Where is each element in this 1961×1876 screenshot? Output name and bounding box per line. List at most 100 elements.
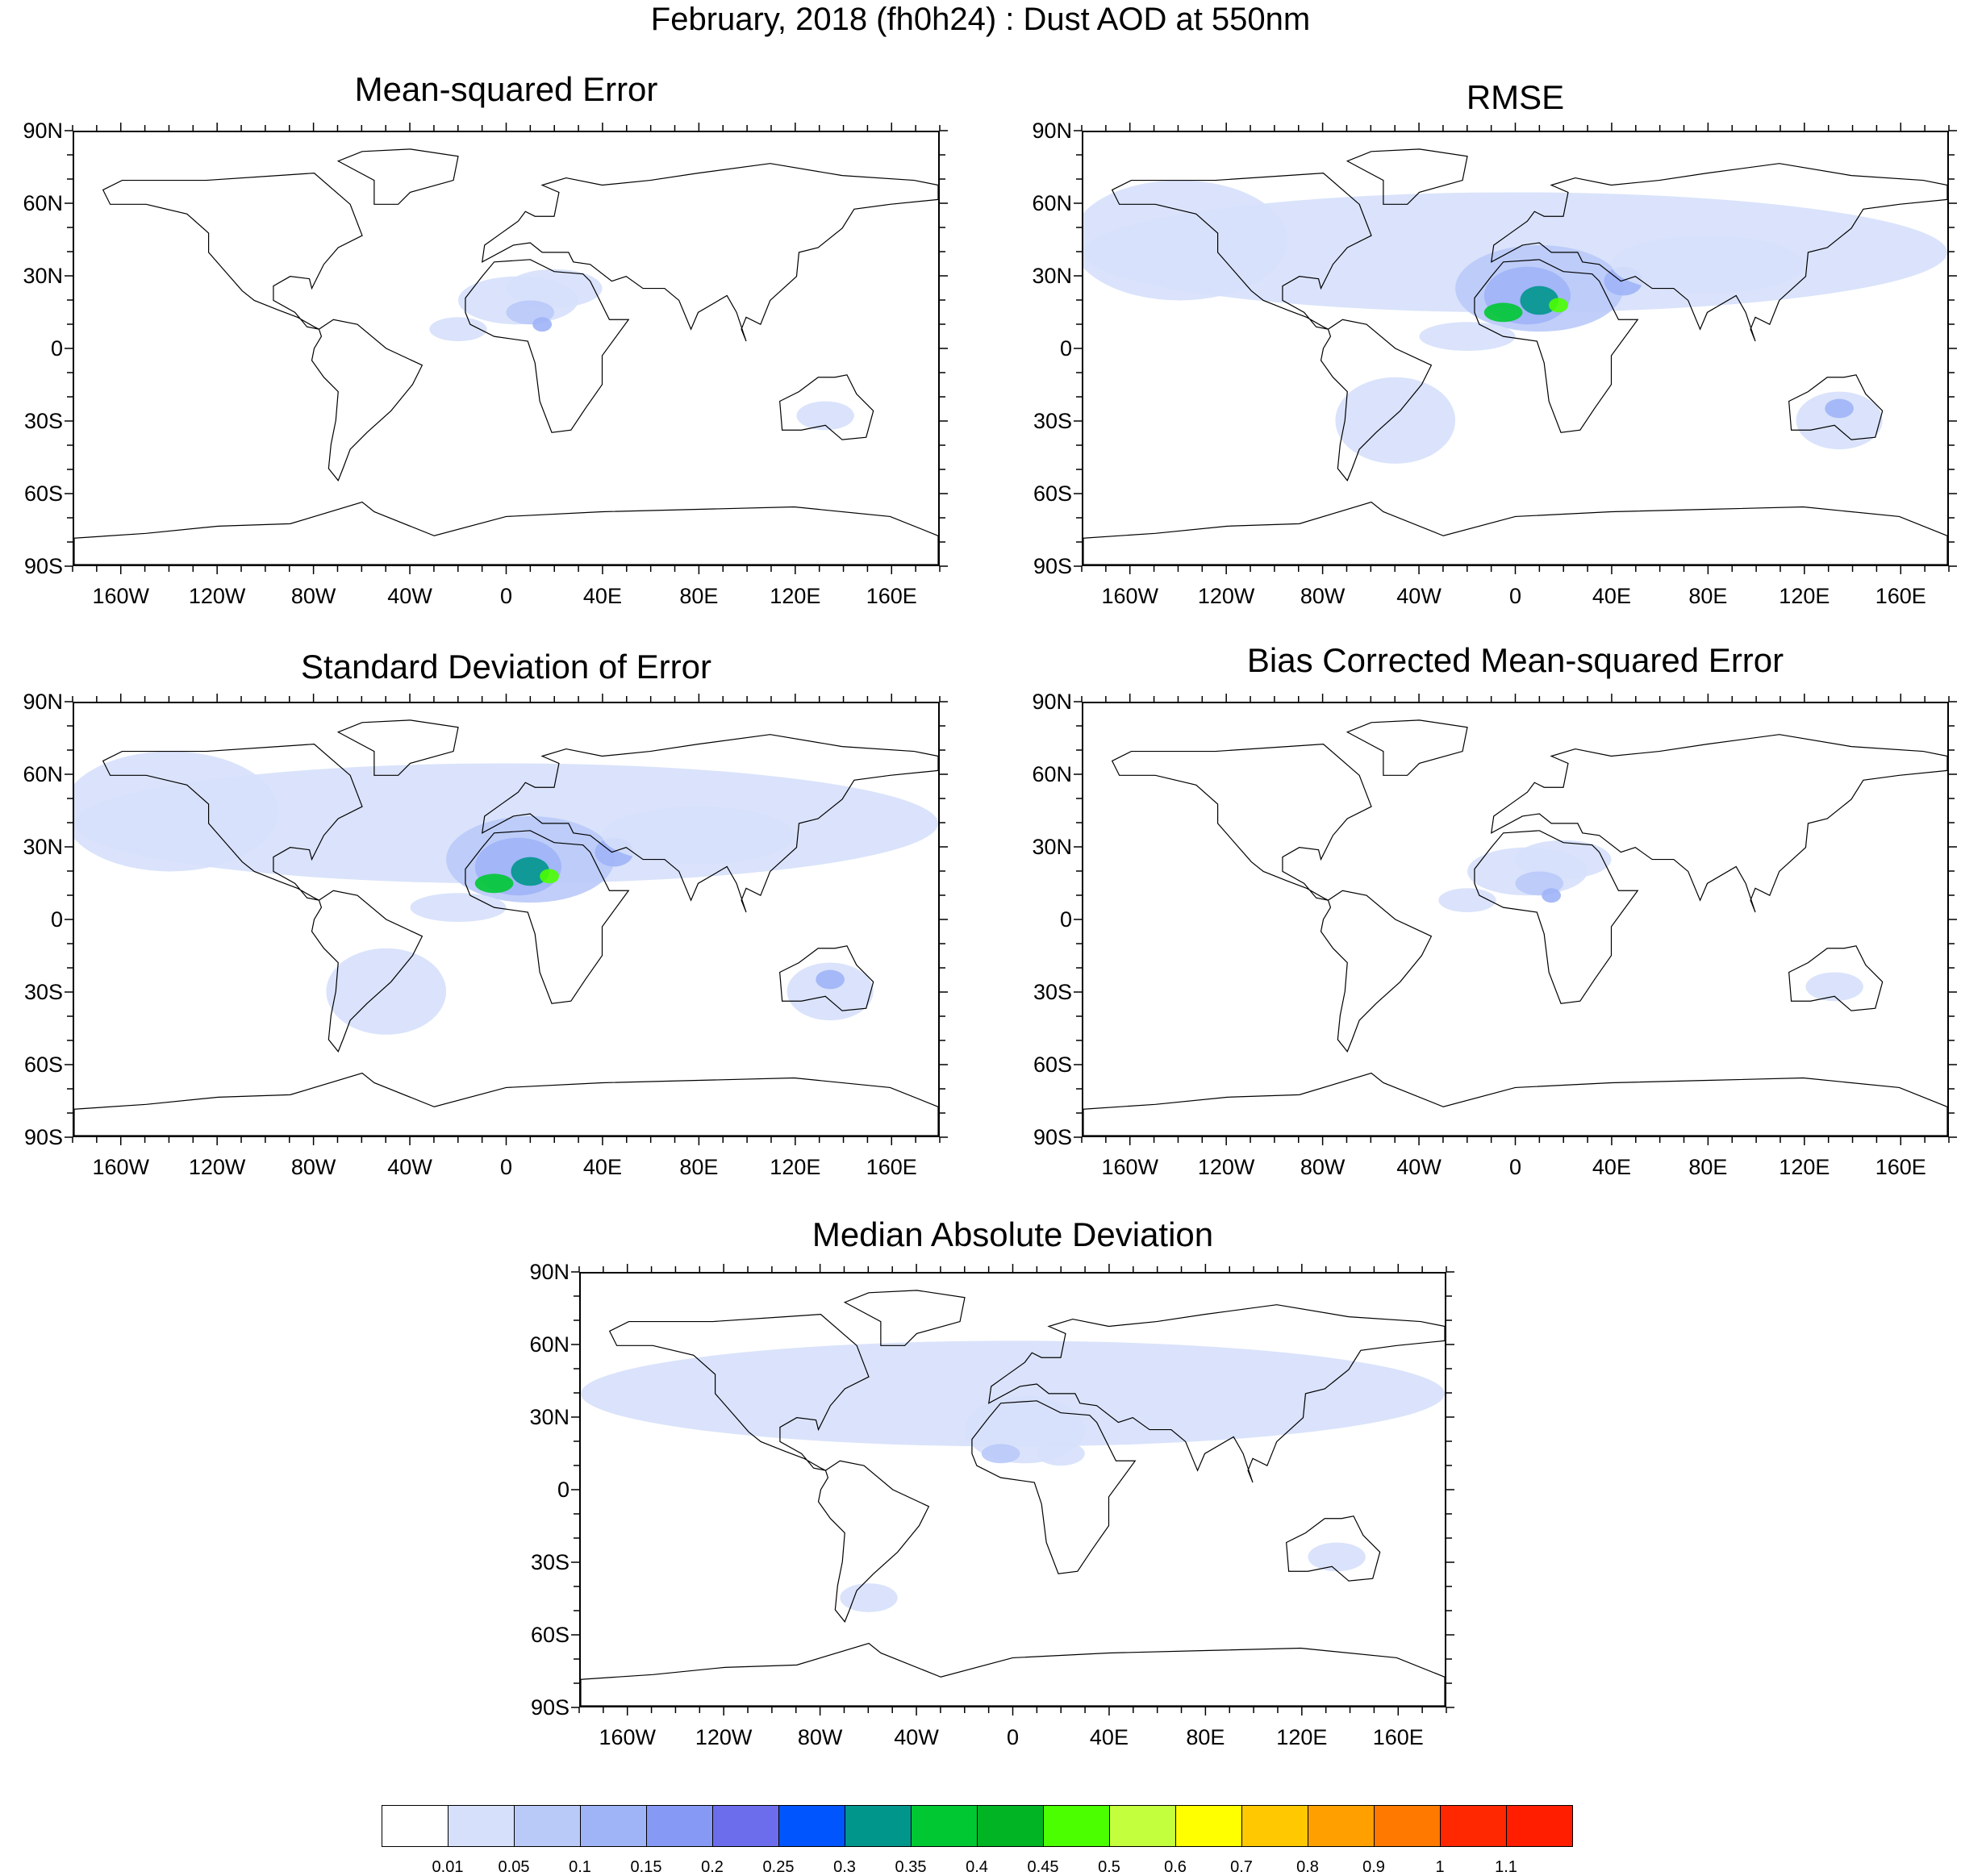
coastline-eurasia [1490, 734, 1947, 913]
dust-field [1515, 840, 1612, 879]
dust-field [1825, 398, 1854, 419]
dust-field [540, 869, 559, 884]
colorbar-swatch [1308, 1805, 1375, 1847]
lon-tick-label: 80E [679, 1155, 719, 1179]
lon-tick-label: 80W [290, 1155, 336, 1179]
lat-tick-label: 30N [1032, 264, 1072, 288]
map-canvas [74, 148, 938, 565]
lon-tick-label: 80E [1186, 1725, 1225, 1749]
coastline-africa [971, 1400, 1137, 1574]
lon-tick-label: 120E [770, 1155, 821, 1179]
lat-tick-label: 0 [1059, 907, 1072, 932]
axis-ticks [65, 694, 948, 1145]
lat-tick-label: 60S [1033, 1053, 1072, 1077]
lon-tick-label: 160W [1101, 1155, 1158, 1179]
lon-tick-label: 160E [1875, 1155, 1926, 1179]
lon-tick-label: 40E [1592, 584, 1631, 608]
lon-tick-label: 0 [499, 584, 513, 608]
colorbar-label: 0.2 [701, 1858, 724, 1876]
lat-tick-label: 90S [1033, 554, 1072, 578]
lon-tick-label: 160E [866, 1155, 917, 1179]
colorbar-label: 0.8 [1296, 1858, 1319, 1876]
lon-tick-label: 160W [92, 584, 149, 608]
lon-tick-label: 80W [1300, 584, 1346, 608]
colorbar-swatch [977, 1805, 1044, 1847]
lat-tick-label: 0 [50, 907, 63, 932]
world-map [1082, 131, 1949, 566]
colorbar-swatch [845, 1805, 912, 1847]
colorbar-label: 0.5 [1098, 1858, 1120, 1876]
coastline-australia [779, 945, 874, 1011]
coastline-northAmerica [102, 744, 363, 901]
dust-field [474, 873, 514, 894]
panel-title: Standard Deviation of Error [301, 648, 711, 686]
coastline-eurasia [1490, 163, 1947, 342]
lat-tick-label: 90N [1032, 690, 1072, 714]
lon-tick-label: 0 [1508, 1155, 1522, 1179]
coastline-southAmerica [311, 890, 423, 1053]
lat-tick-label: 90N [23, 119, 63, 143]
dust-field [429, 317, 487, 342]
dust-field [1308, 1542, 1366, 1572]
lat-tick-label: 30N [23, 835, 63, 859]
panel-title: Mean-squared Error [354, 70, 658, 108]
coastline-northAmerica [102, 173, 363, 330]
panel-title: Bias Corrected Mean-squared Error [1246, 641, 1784, 679]
lon-tick-label: 40E [1592, 1155, 1631, 1179]
colorbar-swatch [1374, 1805, 1441, 1847]
coastline-greenland [336, 719, 459, 776]
colorbar-swatch [580, 1805, 647, 1847]
coastline-eurasia [481, 163, 938, 342]
dust-field [506, 269, 603, 308]
colorbar-label: 1.1 [1495, 1858, 1517, 1876]
colorbar-swatch [778, 1805, 845, 1847]
lon-tick-label: 160W [599, 1725, 656, 1749]
dust-field [581, 1340, 1445, 1447]
lat-tick-label: 60N [529, 1332, 570, 1357]
lon-tick-label: 160E [1875, 584, 1926, 608]
dust-field [602, 807, 795, 865]
coastline-antarctica [74, 1072, 938, 1136]
colorbar-label: 0.7 [1230, 1858, 1253, 1876]
dust-field [1438, 888, 1496, 913]
lat-tick-label: 90S [530, 1695, 570, 1720]
lon-tick-label: 160E [866, 584, 917, 608]
lat-tick-label: 90N [529, 1260, 570, 1284]
coastline-northAmerica [1111, 173, 1372, 330]
colorbar-swatch [712, 1805, 779, 1847]
dust-field [1796, 391, 1883, 450]
dust-field [1083, 180, 1287, 301]
lat-tick-label: 60S [23, 1053, 63, 1077]
dust-field [816, 969, 845, 990]
lon-tick-label: 0 [1006, 1725, 1020, 1749]
colorbar-label: 0.1 [569, 1858, 591, 1876]
colorbar-label: 0.4 [966, 1858, 988, 1876]
lat-tick-label: 60N [23, 762, 63, 786]
lat-tick-label: 30N [1032, 835, 1072, 859]
lon-tick-label: 160W [1101, 584, 1158, 608]
dust-field [796, 401, 854, 431]
coastline-greenland [1346, 719, 1468, 776]
lon-tick-label: 120W [695, 1725, 753, 1749]
coastline-southAmerica [817, 1460, 930, 1623]
dust-field [410, 893, 507, 922]
lon-tick-label: 120W [1197, 1155, 1255, 1179]
dust-field [74, 751, 278, 872]
lon-tick-label: 40E [1089, 1725, 1129, 1749]
coastline-eurasia [987, 1304, 1445, 1483]
dust-field [511, 857, 550, 886]
coastline-australia [1788, 945, 1884, 1011]
lon-tick-label: 120W [188, 584, 246, 608]
lat-tick-label: 60S [23, 482, 63, 506]
colorbar-label: 0.3 [833, 1858, 856, 1876]
map-canvas [1083, 148, 1947, 565]
lat-tick-label: 30N [23, 264, 63, 288]
coastline-eurasia [481, 734, 938, 913]
lat-tick-label: 90S [23, 1125, 63, 1149]
coastline-greenland [843, 1290, 966, 1346]
coastline-australia [1286, 1515, 1381, 1582]
lat-tick-label: 0 [557, 1478, 570, 1502]
world-map [1082, 702, 1949, 1137]
colorbar-swatch [382, 1805, 449, 1847]
colorbar-swatch [1043, 1805, 1110, 1847]
